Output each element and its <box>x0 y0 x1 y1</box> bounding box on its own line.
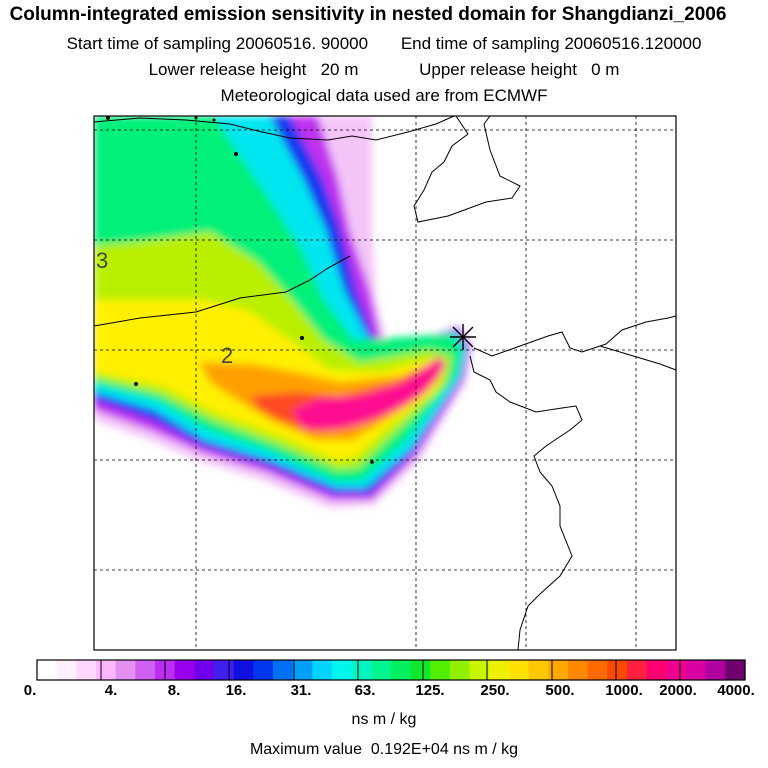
colorbar-cell <box>568 660 589 680</box>
colorbar-cell <box>312 660 333 680</box>
plume-core-magenta <box>292 356 446 430</box>
colorbar-cell <box>194 660 215 680</box>
max-label: Maximum value <box>249 741 362 758</box>
colorbar-cell <box>686 660 707 680</box>
lower-value: 20 m <box>320 60 359 79</box>
max-value: 0.192E+04 ns m / kg <box>370 741 519 758</box>
colorbar-cell <box>332 660 353 680</box>
colorbar-cell <box>56 660 77 680</box>
colorbar-cell <box>607 660 628 680</box>
start-value: 20060516. 90000 <box>235 34 369 53</box>
colorbar-tick: 16. <box>225 682 247 699</box>
lower-label: Lower release height <box>148 60 307 79</box>
colorbar-cell <box>96 660 117 680</box>
end-value: 20060516.120000 <box>564 34 702 53</box>
colorbar-cell <box>450 660 471 680</box>
maximum-value-line: Maximum value 0.192E+04 ns m / kg <box>0 741 768 759</box>
lat-lon-grid <box>94 116 676 650</box>
colorbar-cell <box>135 660 156 680</box>
colorbar-tick: 31. <box>290 682 312 699</box>
colorbar-dividers <box>100 660 681 680</box>
upper-label: Upper release height <box>419 60 577 79</box>
colorbar-cell <box>469 660 490 680</box>
colorbar-cell <box>253 660 274 680</box>
colorbar-cell <box>489 660 510 680</box>
coastlines <box>93 115 677 651</box>
colorbar-cell <box>351 660 372 680</box>
colorbar-tick: 2000. <box>659 682 697 699</box>
met-data-line: Meteorological data used are from ECMWF <box>220 86 548 105</box>
colorbar-cell <box>410 660 431 680</box>
colorbar-tick: 63. <box>354 682 376 699</box>
colorbar-cell <box>627 660 648 680</box>
colorbar-cell <box>587 660 608 680</box>
release-site-marker <box>450 324 476 350</box>
upper-value: 0 m <box>591 60 620 79</box>
colorbar-cell <box>76 660 97 680</box>
plot-title: Column-integrated emission sensitivity i… <box>9 4 727 25</box>
colorbar-tick: 1000. <box>605 682 643 699</box>
colorbar-cell <box>371 660 392 680</box>
colorbar-tick: 4. <box>104 682 118 699</box>
colorbar-tick: 250. <box>480 682 510 699</box>
colorbar-tick: 8. <box>167 682 181 699</box>
colorbar-tick: 500. <box>545 682 575 699</box>
colorbar-tick: 125. <box>415 682 445 699</box>
colorbar-cell <box>646 660 667 680</box>
emission-plume <box>94 116 472 508</box>
release-height-line: Lower release height 20 m Upper release … <box>0 60 768 80</box>
colorbar-cell <box>174 660 195 680</box>
colorbar-cell <box>528 660 549 680</box>
colorbar-cell <box>391 660 412 680</box>
colorbar-cell <box>273 660 294 680</box>
map-frame <box>93 115 677 651</box>
colorbar-cell <box>115 660 136 680</box>
small-islands <box>106 116 374 464</box>
colorbar-cell <box>214 660 235 680</box>
colorbar-cell <box>37 660 58 680</box>
colorbar-tick: 4000. <box>717 682 755 699</box>
colorbar-tick: 0. <box>23 682 37 699</box>
sampling-time-line: Start time of sampling 20060516. 90000 E… <box>0 34 768 54</box>
end-label: End time of sampling <box>400 34 560 53</box>
colorbar-cell <box>705 660 726 680</box>
colorbar-cell <box>548 660 569 680</box>
colorbar-frame <box>36 659 746 681</box>
colorbar-cell <box>666 660 687 680</box>
colorbar-cell <box>509 660 530 680</box>
colorbar-cell <box>233 660 254 680</box>
contour-label-3: 3 <box>96 248 108 273</box>
colorbar-cells <box>37 660 746 680</box>
colorbar-cell <box>725 660 746 680</box>
start-label: Start time of sampling <box>66 34 231 53</box>
contour-label-2: 2 <box>221 343 233 368</box>
colorbar-cell <box>430 660 451 680</box>
colorbar-cell <box>292 660 313 680</box>
colorbar-units: ns m / kg <box>351 711 417 728</box>
